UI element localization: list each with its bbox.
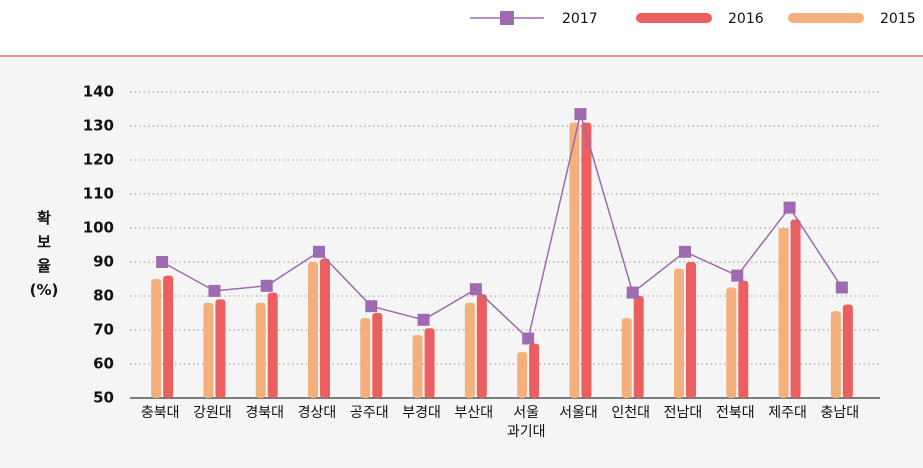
x-tick-label: 서울 과기대 <box>507 405 546 440</box>
marker <box>522 332 535 345</box>
y-tick-label: 50 <box>93 389 114 407</box>
y-tick-label: 60 <box>93 355 114 373</box>
y-axis-label: 확 보 율 (%) <box>30 209 59 299</box>
bar <box>308 262 318 398</box>
marker <box>156 256 169 268</box>
legend-label: 2017 <box>562 11 598 27</box>
x-tick-label: 경상대 <box>298 405 337 421</box>
y-tick-label: 110 <box>83 185 114 203</box>
x-tick-label: 충남대 <box>821 405 860 421</box>
y-tick-label: 80 <box>93 287 114 305</box>
bar <box>738 280 749 398</box>
y-tick-label: 140 <box>83 83 114 101</box>
marker <box>679 245 691 258</box>
bar <box>151 279 162 398</box>
x-tick-label: 인천대 <box>611 405 650 421</box>
bar <box>830 311 841 398</box>
bar <box>255 302 266 398</box>
x-tick-label: 공주대 <box>350 405 389 421</box>
bar <box>464 302 475 398</box>
legend-swatch <box>788 13 864 23</box>
bar <box>633 296 644 398</box>
marker <box>365 300 378 313</box>
bar <box>569 122 580 398</box>
bar <box>581 122 592 398</box>
x-tick-label: 충북대 <box>141 405 180 421</box>
x-tick-label: 서울대 <box>559 405 598 421</box>
bar <box>320 258 330 398</box>
marker <box>208 284 221 297</box>
bar <box>163 275 174 398</box>
x-tick-label: 제주대 <box>768 405 807 421</box>
bar <box>424 328 435 398</box>
marker <box>731 269 744 282</box>
bar <box>778 228 789 398</box>
bar <box>686 262 696 398</box>
marker <box>313 245 325 258</box>
bar <box>842 304 853 398</box>
bar <box>215 299 226 398</box>
marker <box>574 108 587 121</box>
legend-marker <box>500 11 514 25</box>
marker <box>417 313 430 326</box>
bar <box>726 287 737 398</box>
legend-label: 2015 <box>880 11 916 27</box>
y-tick-label: 130 <box>83 117 114 135</box>
marker <box>260 279 273 292</box>
marker <box>469 283 482 296</box>
x-tick-label: 전북대 <box>716 405 755 421</box>
marker <box>783 201 796 214</box>
x-tick-label: 경북대 <box>245 405 284 421</box>
legend-swatch <box>636 13 712 23</box>
line <box>161 111 843 340</box>
bar <box>203 302 214 398</box>
x-tick-label: 전남대 <box>664 405 703 421</box>
bar <box>372 313 383 398</box>
bar <box>267 292 278 398</box>
marker <box>626 286 639 299</box>
bar <box>360 318 371 398</box>
x-tick-label: 강원대 <box>193 405 232 421</box>
bar <box>790 219 801 398</box>
y-tick-label: 120 <box>83 151 114 169</box>
bar <box>412 335 423 398</box>
y-tick-label: 90 <box>93 253 114 271</box>
x-tick-label: 부산대 <box>455 405 494 421</box>
legend-label: 2016 <box>728 11 764 27</box>
y-tick-label: 70 <box>93 321 114 339</box>
marker <box>835 281 848 294</box>
bar <box>621 318 632 398</box>
bar <box>517 352 528 398</box>
y-tick-label: 100 <box>83 219 114 237</box>
bar <box>476 294 487 398</box>
bar <box>529 343 540 398</box>
bar <box>674 268 684 398</box>
x-tick-label: 부경대 <box>402 405 441 421</box>
